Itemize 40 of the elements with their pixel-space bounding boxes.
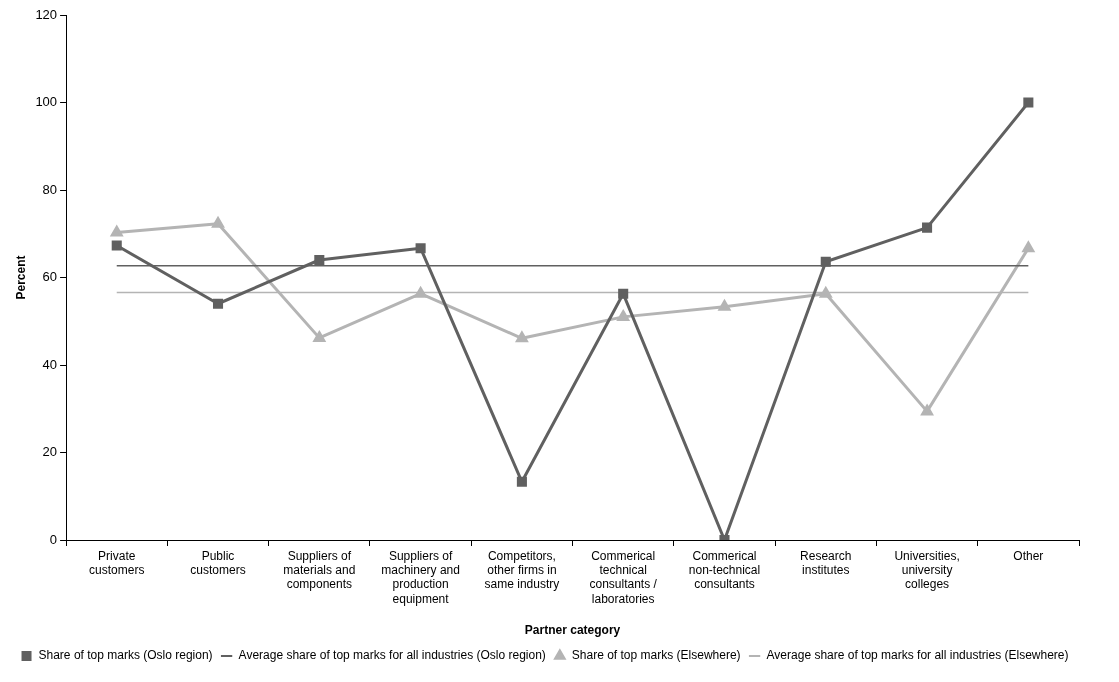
y-tick-label: 20	[42, 444, 58, 460]
y-tick-label: 120	[35, 6, 58, 22]
x-tick-label: Suppliers of machinery and production equipment	[381, 548, 460, 606]
point	[313, 331, 326, 342]
point	[1023, 97, 1034, 108]
point	[618, 288, 629, 299]
point	[516, 331, 528, 343]
x-tick-label: Commerical non-technical consultants	[688, 548, 761, 592]
legend-label: Share of top marks (Elsewhere)	[571, 648, 741, 663]
y-tick-label: 100	[35, 94, 58, 110]
point	[718, 300, 731, 311]
x-axis-title: Partner category	[524, 623, 621, 638]
point	[516, 476, 527, 487]
point	[314, 254, 325, 266]
y-tick-label: 40	[42, 356, 58, 372]
x-tick-label: Competitors, other firms in same industry	[484, 548, 560, 592]
x-tick-label: Private customers	[89, 548, 145, 577]
point	[921, 404, 933, 416]
point	[111, 240, 122, 251]
point	[617, 310, 630, 321]
x-tick-label: Universities, university colleges	[894, 548, 960, 592]
point	[415, 243, 426, 254]
x-tick-label: Research institutes	[800, 548, 852, 577]
y-tick-label: 60	[42, 269, 58, 285]
point	[922, 222, 933, 233]
point	[1022, 241, 1035, 253]
y-tick-label: 80	[42, 181, 58, 197]
point	[212, 298, 224, 309]
legend-label: Average share of top marks for all industries (Oslo region)	[238, 648, 546, 663]
x-tick-label: Commerical technical consultants / laboratories	[589, 548, 658, 606]
point	[110, 225, 123, 237]
legend-label: Average share of top marks for all industries (Elsewhere)	[766, 648, 1069, 663]
legend-label: Share of top marks (Oslo region)	[38, 648, 213, 663]
x-tick-label: Public customers	[190, 548, 246, 577]
x-tick-label: Other	[1013, 548, 1044, 563]
point	[820, 256, 831, 267]
point	[212, 217, 224, 228]
y-tick-label: 0	[49, 531, 58, 547]
y-axis-title: Percent	[13, 255, 28, 300]
x-tick-label: Suppliers of materials and components	[283, 548, 356, 592]
